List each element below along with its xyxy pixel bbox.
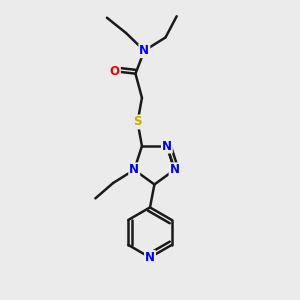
Text: N: N bbox=[129, 163, 139, 176]
Text: N: N bbox=[139, 44, 149, 57]
Text: N: N bbox=[169, 163, 180, 176]
Text: O: O bbox=[110, 65, 120, 78]
Text: S: S bbox=[133, 116, 142, 128]
Text: N: N bbox=[162, 140, 172, 153]
Text: N: N bbox=[145, 251, 155, 264]
